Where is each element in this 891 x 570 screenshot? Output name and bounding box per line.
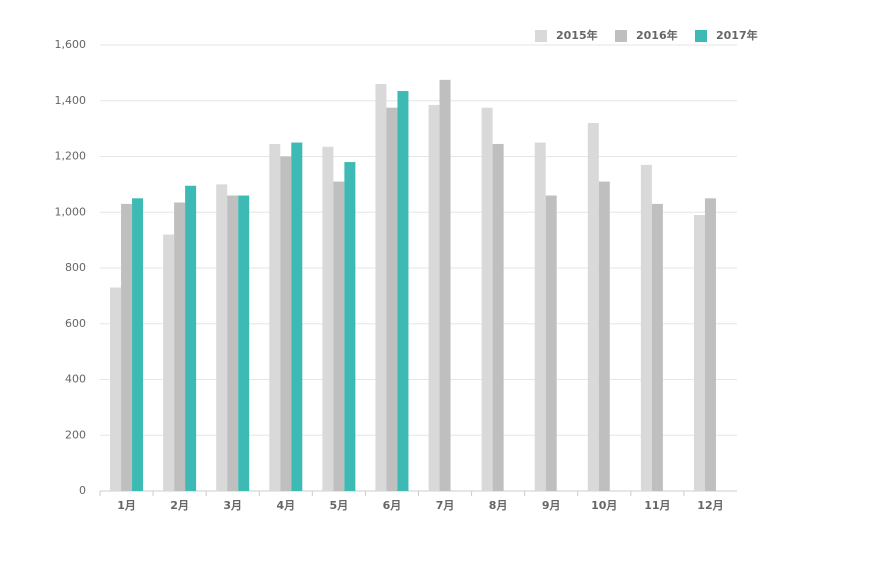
bar xyxy=(397,90,409,492)
x-tick-label: 4月 xyxy=(276,499,295,512)
bar xyxy=(481,107,493,491)
bar xyxy=(216,184,228,491)
bar xyxy=(534,142,546,491)
bar xyxy=(492,143,504,492)
bar xyxy=(174,202,186,491)
x-tick-label: 10月 xyxy=(591,499,617,512)
bar xyxy=(587,123,599,492)
bar xyxy=(386,107,398,491)
legend-label: 2016年 xyxy=(636,28,678,42)
x-tick-label: 5月 xyxy=(330,499,349,512)
bar xyxy=(110,287,122,491)
bar xyxy=(269,143,281,492)
y-tick-label: 1,000 xyxy=(55,205,87,218)
legend-label: 2017年 xyxy=(716,28,758,42)
bar xyxy=(163,234,175,492)
bar xyxy=(598,181,610,491)
bar xyxy=(344,162,356,491)
bar xyxy=(132,198,144,491)
y-tick-label: 1,400 xyxy=(55,94,87,107)
y-tick-label: 0 xyxy=(79,484,86,497)
legend-swatch xyxy=(695,30,707,42)
x-tick-label: 8月 xyxy=(489,499,508,512)
y-tick-label: 800 xyxy=(65,261,86,274)
x-tick-label: 2月 xyxy=(170,499,189,512)
y-tick-label: 200 xyxy=(65,428,86,441)
bar xyxy=(439,79,451,491)
x-tick-label: 1月 xyxy=(117,499,136,512)
x-tick-label: 12月 xyxy=(697,499,723,512)
x-tick-label: 9月 xyxy=(542,499,561,512)
y-tick-label: 1,600 xyxy=(55,38,87,51)
x-tick-label: 6月 xyxy=(383,499,402,512)
bar xyxy=(121,203,133,491)
y-tick-label: 1,200 xyxy=(55,150,87,163)
legend-swatch xyxy=(535,30,547,42)
bar xyxy=(375,84,387,492)
bar xyxy=(428,104,440,492)
y-tick-label: 600 xyxy=(65,317,86,330)
bar xyxy=(227,195,239,491)
bar xyxy=(280,156,292,491)
x-tick-label: 7月 xyxy=(436,499,455,512)
bar xyxy=(640,164,652,492)
bar xyxy=(545,195,557,491)
bar xyxy=(291,142,303,491)
y-tick-label: 400 xyxy=(65,373,86,386)
bar xyxy=(322,146,334,491)
x-tick-label: 11月 xyxy=(644,499,670,512)
bar xyxy=(651,203,663,491)
legend-swatch xyxy=(615,30,627,42)
bar xyxy=(333,181,345,491)
bar xyxy=(693,215,705,491)
bar xyxy=(238,195,250,491)
bar xyxy=(704,198,716,491)
x-tick-label: 3月 xyxy=(223,499,242,512)
bar xyxy=(185,185,197,492)
legend-label: 2015年 xyxy=(556,28,598,42)
